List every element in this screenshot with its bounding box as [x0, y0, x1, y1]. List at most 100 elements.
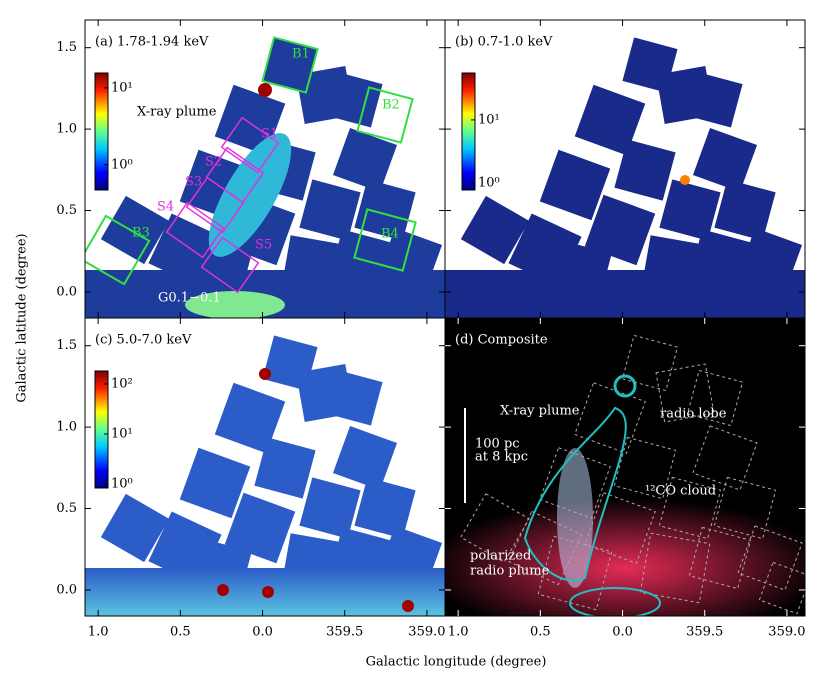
hot-spot — [258, 83, 272, 97]
tile — [659, 179, 721, 241]
tile-outline — [584, 492, 656, 564]
y-tick-label: 1.5 — [56, 40, 77, 55]
plume — [208, 133, 292, 257]
tile-outline — [539, 447, 611, 519]
tile — [614, 139, 676, 201]
galactic-plane — [445, 270, 805, 318]
tile-outline — [688, 526, 752, 590]
region-box — [200, 236, 260, 294]
panel-title: (b) 0.7-1.0 keV — [455, 35, 553, 50]
annotation: B1 — [292, 47, 310, 62]
tile — [100, 195, 170, 265]
tile — [296, 364, 354, 422]
region-box — [85, 214, 151, 286]
region-box — [356, 86, 414, 144]
tile — [100, 493, 170, 563]
tile-outline — [713, 476, 777, 540]
hot-spot — [217, 584, 229, 596]
tile — [714, 179, 776, 241]
panel — [85, 318, 445, 616]
region-box — [353, 208, 417, 272]
colorbar — [94, 72, 109, 191]
annotation: S2 — [205, 155, 222, 170]
y-tick-label: 0.0 — [56, 284, 77, 299]
x-tick-label: 359.0 — [408, 625, 445, 640]
tile-outline — [758, 561, 805, 615]
annotation: ¹²CO cloud — [645, 484, 716, 499]
radio-glow — [445, 498, 805, 616]
x-tick-label: 0.5 — [170, 625, 191, 640]
annotation: radio plume — [470, 564, 550, 579]
x-axis-label: Galactic longitude (degree) — [366, 655, 547, 670]
panel-title: (c) 5.0-7.0 keV — [95, 333, 192, 348]
annotation: polarized — [470, 549, 531, 564]
colorbar-tick-label: 10⁰ — [111, 476, 133, 491]
y-tick-label: 0.0 — [56, 582, 77, 597]
tile — [214, 382, 286, 454]
tile — [224, 492, 296, 564]
annotation: X-ray plume — [137, 105, 217, 120]
tile-outline — [537, 535, 613, 611]
colorbar-tick-label: 10¹ — [111, 80, 133, 95]
tile — [574, 84, 646, 156]
x-tick-label: 1.0 — [88, 625, 109, 640]
x-tick-label: 359.5 — [686, 625, 723, 640]
panel — [85, 20, 445, 318]
y-tick-label: 1.0 — [56, 420, 77, 435]
y-axis-label: Galactic latitude (degree) — [15, 233, 30, 402]
tile-outline — [507, 510, 583, 586]
tile — [539, 149, 611, 221]
y-tick-label: 0.5 — [56, 501, 77, 516]
panel-title: (a) 1.78-1.94 keV — [95, 35, 209, 50]
annotation: S1 — [261, 127, 278, 142]
tile — [692, 127, 758, 193]
annotation: S4 — [157, 200, 174, 215]
tile-outline — [686, 369, 744, 427]
colorbar — [461, 72, 476, 191]
tile-outline — [621, 334, 679, 392]
tile — [460, 195, 530, 265]
colorbar-tick-label: 10¹ — [478, 112, 500, 127]
x-tick-label: 0.0 — [252, 625, 273, 640]
x-tick-label: 0.0 — [612, 625, 633, 640]
hot-spot — [259, 368, 271, 380]
annotation: B2 — [382, 98, 400, 113]
xray-contour — [613, 374, 637, 398]
colorbar-tick-label: 10⁰ — [111, 157, 133, 172]
xray-contour — [569, 587, 661, 616]
tile — [354, 179, 416, 241]
x-tick-label: 359.0 — [768, 625, 805, 640]
colorbar — [94, 370, 109, 489]
tile — [332, 425, 398, 491]
hot-spot — [402, 600, 414, 612]
annotation: B4 — [381, 227, 399, 242]
y-tick-label: 1.0 — [56, 122, 77, 137]
tile-outline — [692, 425, 758, 491]
region-box — [261, 36, 319, 94]
tile-outline — [639, 532, 711, 604]
panel — [445, 318, 805, 616]
tile — [299, 179, 361, 241]
x-tick-label: 1.0 — [448, 625, 469, 640]
tile — [354, 477, 416, 539]
tile — [584, 194, 656, 266]
panel — [445, 20, 805, 318]
region-box — [165, 201, 225, 259]
x-tick-label: 0.5 — [530, 625, 551, 640]
panel-frame — [444, 317, 806, 617]
panel-title: (d) Composite — [455, 333, 548, 348]
x-tick-label: 359.5 — [326, 625, 363, 640]
colorbar-tick-label: 10² — [111, 376, 133, 391]
annotation: B3 — [132, 226, 150, 241]
hot-spot — [262, 586, 274, 598]
annotation: at 8 kpc — [475, 450, 528, 465]
tile-outline — [737, 525, 803, 591]
xray-contour — [523, 406, 627, 582]
tile — [656, 66, 714, 124]
y-tick-label: 0.5 — [56, 203, 77, 218]
region-box — [220, 116, 280, 174]
tile — [296, 66, 354, 124]
tile-outline — [574, 382, 646, 454]
hot-spot — [680, 175, 690, 185]
region-box — [185, 176, 245, 234]
